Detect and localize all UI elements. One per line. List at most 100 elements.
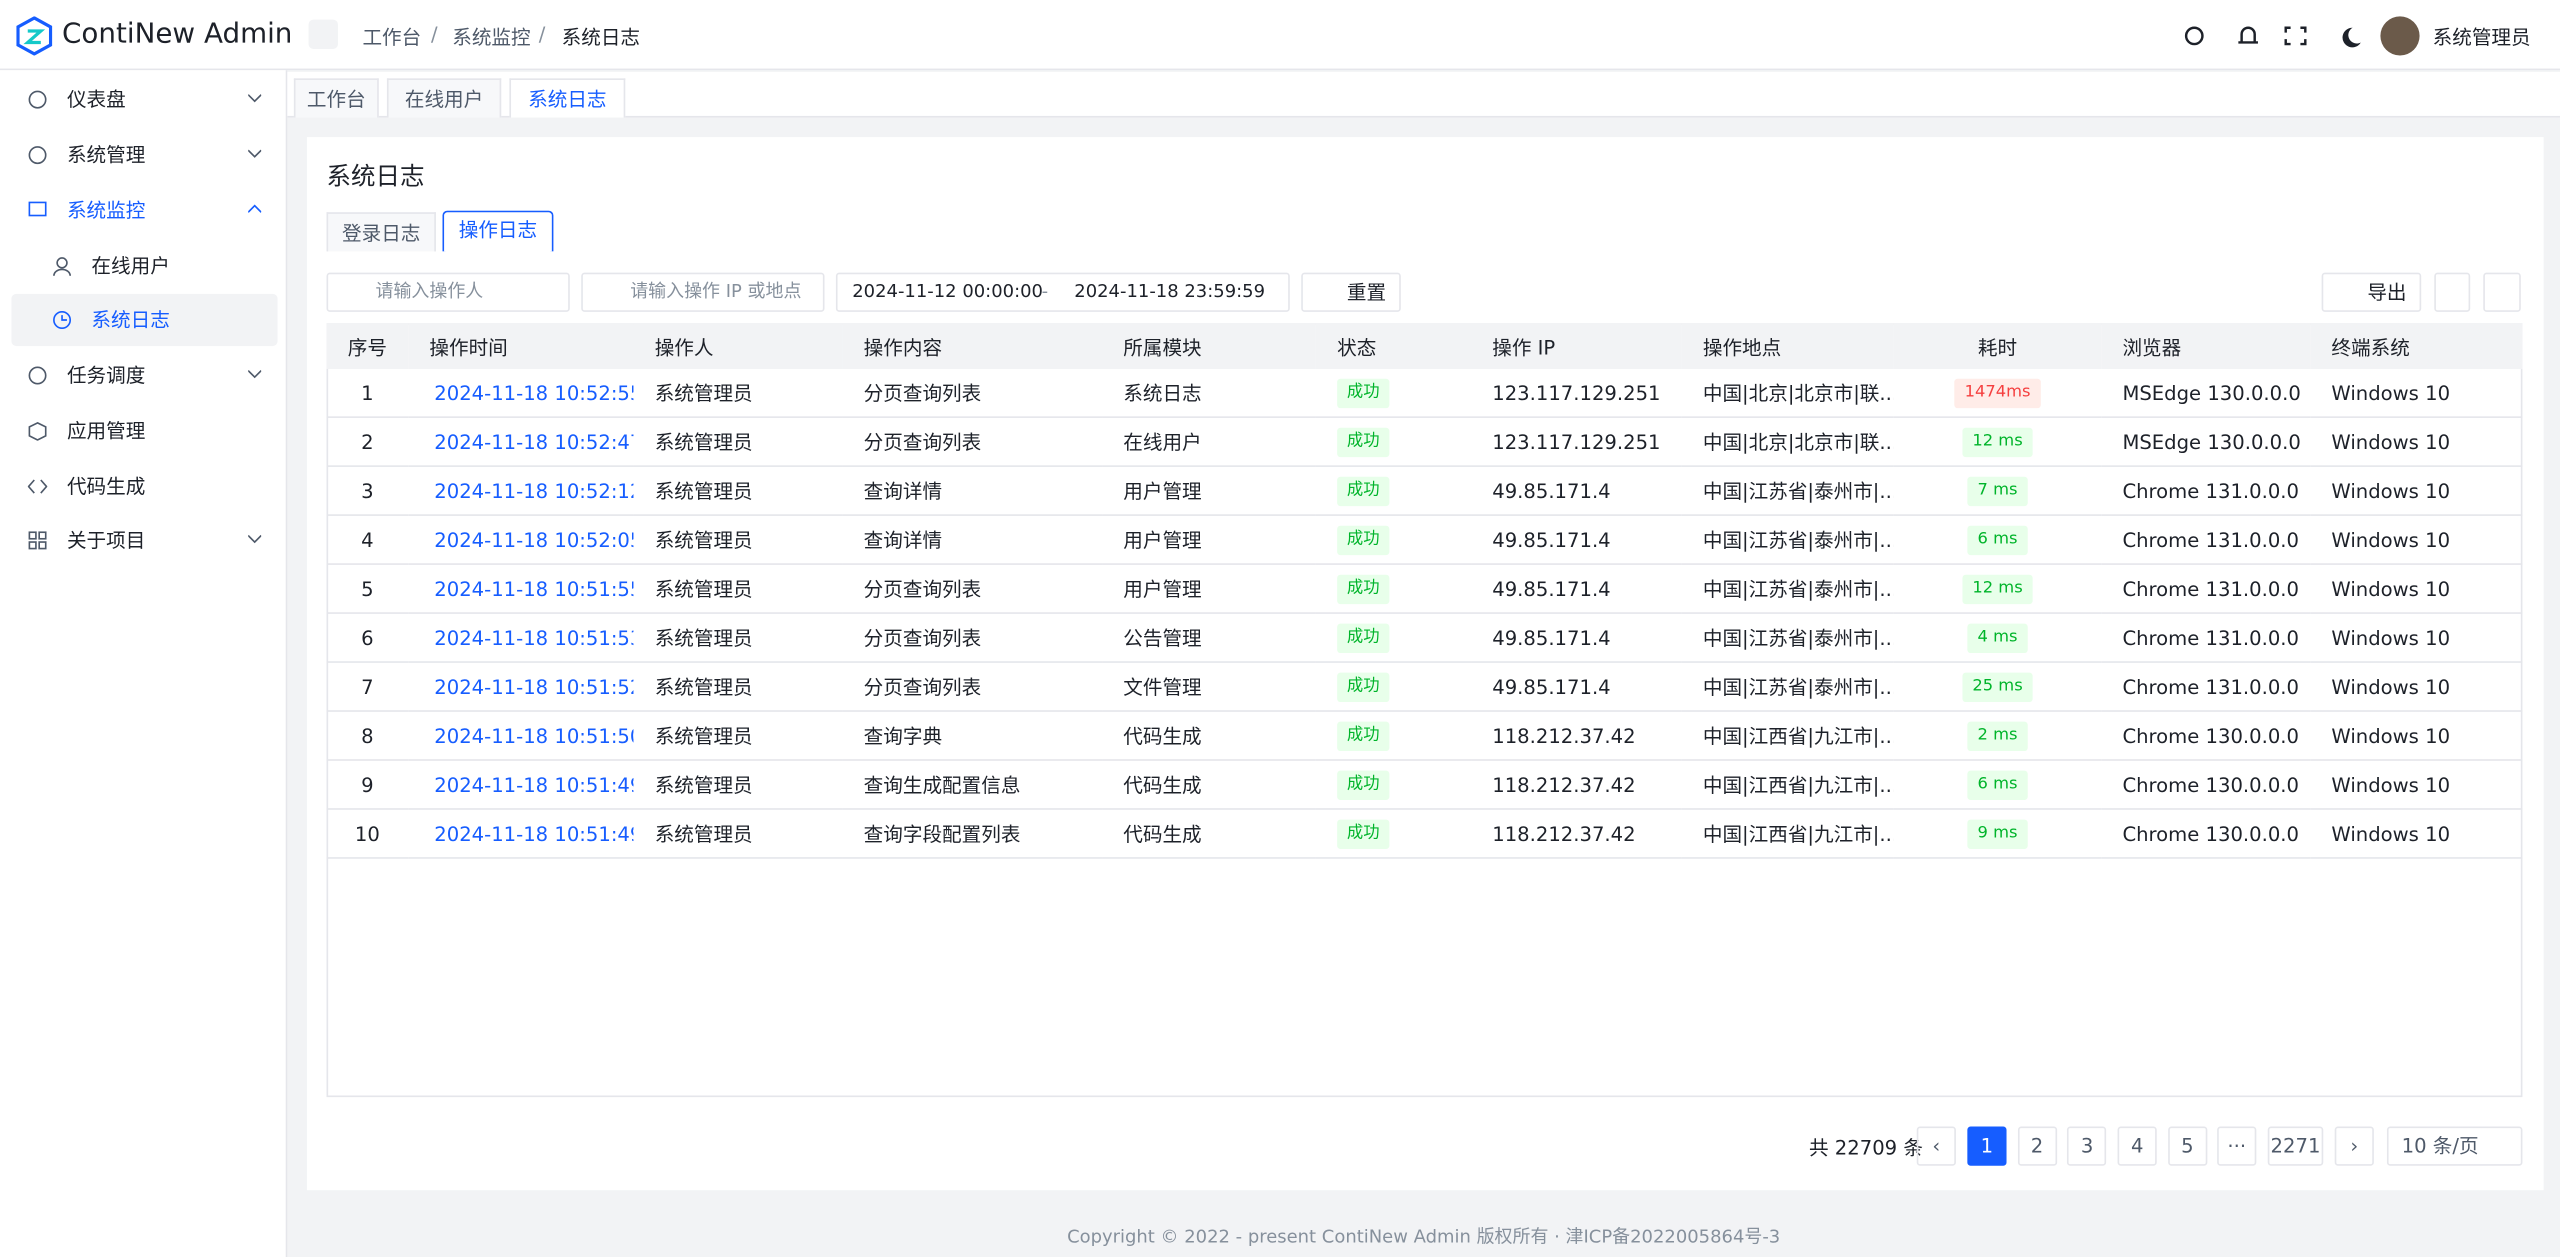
cell-text: 中国|江西省|九江市|... xyxy=(1702,822,1894,846)
status-tag: 成功 xyxy=(1337,818,1390,849)
cell-text: 查询生成配置信息 xyxy=(863,773,1021,797)
time-link[interactable]: 2024-11-18 10:51:49 xyxy=(434,773,634,796)
menu-item[interactable]: 在线用户 xyxy=(11,240,277,292)
menu-item[interactable]: 任务调度 xyxy=(11,349,277,401)
tab[interactable]: 系统日志 xyxy=(509,78,626,118)
time-link[interactable]: 2024-11-18 10:51:53 xyxy=(434,626,634,649)
time-link[interactable]: 2024-11-18 10:52:05 xyxy=(434,528,634,552)
table-cell: Windows 10 xyxy=(2310,368,2523,418)
cell-text: 8 xyxy=(361,724,374,747)
menu-item[interactable]: 系统日志 xyxy=(11,293,278,347)
menu-item[interactable]: 代码生成 xyxy=(11,460,277,512)
tab[interactable]: 工作台 xyxy=(293,78,379,118)
time-link[interactable]: 2024-11-18 10:51:50 xyxy=(434,724,634,747)
column-header: 操作地点 xyxy=(1681,323,1894,369)
table-cell: 中国|江西省|九江市|... xyxy=(1681,808,1894,859)
time-link[interactable]: 2024-11-18 10:51:52 xyxy=(434,675,634,698)
cell-text: Chrome 130.0.0.0 xyxy=(2122,822,2300,845)
page-button[interactable]: 3 xyxy=(2067,1126,2107,1166)
user-name[interactable]: 系统管理员 xyxy=(2432,26,2531,49)
table-cell: 文件管理 xyxy=(1102,662,1316,712)
table-cell: 分页查询列表 xyxy=(842,564,1103,614)
page-button[interactable]: 2271 xyxy=(2267,1126,2324,1166)
status-tag: 成功 xyxy=(1337,573,1390,604)
logo-icon xyxy=(16,16,53,56)
table-cell: 成功 xyxy=(1315,613,1472,663)
table-cell: 49.85.171.4 xyxy=(1471,613,1682,663)
table-cell: 2024-11-18 10:51:55 xyxy=(408,564,634,614)
menu-item[interactable]: 系统监控 xyxy=(11,184,277,236)
time-link[interactable]: 2024-11-18 10:52:47 xyxy=(434,430,634,454)
table-cell: 49.85.171.4 xyxy=(1471,564,1682,614)
subtab[interactable]: 操作日志 xyxy=(442,210,554,252)
column-header: 操作 IP xyxy=(1471,323,1682,369)
time-link[interactable]: 2024-11-18 10:52:12 xyxy=(434,479,634,503)
cell-text: 49.85.171.4 xyxy=(1492,626,1611,649)
menu-item[interactable]: 仪表盘 xyxy=(11,73,277,125)
fullscreen-button[interactable] xyxy=(2483,272,2521,312)
collapse-button[interactable] xyxy=(308,19,338,49)
avatar[interactable] xyxy=(2380,16,2420,56)
table-cell: 6 xyxy=(326,613,409,663)
cell-text: 7 xyxy=(361,675,374,698)
table-cell: 中国|北京|北京市|联... xyxy=(1681,417,1894,467)
search-input[interactable]: 请输入操作 IP 或地点 xyxy=(581,272,825,312)
cell-text: 118.212.37.42 xyxy=(1492,724,1636,747)
menu-item[interactable]: 应用管理 xyxy=(11,405,277,457)
table-cell: 系统管理员 xyxy=(633,662,843,712)
search-input[interactable]: 请输入操作人 xyxy=(326,272,570,312)
reset-button[interactable]: 重置 xyxy=(1301,272,1401,312)
menu-label: 系统管理 xyxy=(66,143,146,167)
table-cell: 中国|江苏省|泰州市|... xyxy=(1681,564,1894,614)
table-cell: 5 xyxy=(326,564,409,614)
table-row: 10 2024-11-18 10:51:49 系统管理员 查询字段配置列表 代码生成 成功… xyxy=(326,808,2523,859)
table-cell: 118.212.37.42 xyxy=(1471,711,1682,761)
cell-text: 用户管理 xyxy=(1123,479,1202,503)
date-start: 2024-11-12 00:00:00 xyxy=(852,280,1043,303)
total-count: 共 22709 条 xyxy=(1808,1136,1923,1160)
page-button[interactable]: 1 xyxy=(1967,1126,2007,1166)
cell-text: Windows 10 xyxy=(2331,822,2451,845)
table-cell: Chrome 131.0.0.0 xyxy=(2101,466,2311,516)
table-cell: Chrome 130.0.0.0 xyxy=(2101,711,2311,761)
page-button[interactable]: 2 xyxy=(2017,1126,2057,1166)
menu-item[interactable]: 关于项目 xyxy=(11,514,277,566)
page-ellipsis[interactable]: ··· xyxy=(2217,1126,2257,1166)
table-cell: 1474ms xyxy=(1893,368,2102,418)
page-size-select[interactable]: 10 条/页 xyxy=(2386,1126,2523,1166)
next-page[interactable]: › xyxy=(2334,1126,2374,1166)
time-link[interactable]: 2024-11-18 10:51:49 xyxy=(434,822,634,845)
page-button[interactable]: 5 xyxy=(2167,1126,2208,1166)
duration-tag: 6 ms xyxy=(1967,769,2028,800)
table-cell: Chrome 130.0.0.0 xyxy=(2101,759,2311,810)
table-cell: 123.117.129.251 xyxy=(1471,368,1682,418)
menu-icon xyxy=(28,421,47,441)
prev-page[interactable]: ‹ xyxy=(1916,1126,1956,1166)
breadcrumb-item[interactable]: 系统监控 xyxy=(452,26,531,49)
table-cell: 在线用户 xyxy=(1102,417,1316,467)
menu-label: 关于项目 xyxy=(66,528,146,552)
time-link[interactable]: 2024-11-18 10:51:55 xyxy=(434,577,634,600)
menu-item[interactable]: 系统管理 xyxy=(11,129,277,181)
page-button[interactable]: 4 xyxy=(2117,1126,2157,1166)
cell-text: 系统管理员 xyxy=(654,431,753,454)
subtab[interactable]: 登录日志 xyxy=(326,212,436,252)
cell-text: 分页查询列表 xyxy=(863,626,982,650)
cell-text: 49.85.171.4 xyxy=(1492,675,1611,698)
cell-text: Windows 10 xyxy=(2331,381,2451,405)
duration-tag: 4 ms xyxy=(1967,622,2028,653)
toolbar-icons[interactable] xyxy=(2183,23,2379,49)
cell-text: 代码生成 xyxy=(1123,724,1202,748)
tab[interactable]: 在线用户 xyxy=(386,78,502,118)
date-range[interactable]: 2024-11-12 00:00:00- 2024-11-18 23:59:59 xyxy=(835,272,1290,312)
time-link[interactable]: 2024-11-18 10:52:55 xyxy=(434,381,634,405)
cell-text: 中国|江苏省|泰州市|... xyxy=(1702,626,1894,650)
cell-text: 代码生成 xyxy=(1123,822,1202,846)
duration-tag: 25 ms xyxy=(1962,671,2033,702)
table-cell: Windows 10 xyxy=(2310,759,2523,810)
breadcrumb-item[interactable]: 工作台 xyxy=(362,26,422,49)
refresh-button[interactable] xyxy=(2434,272,2471,312)
table-header: 序号 操作时间 操作人 操作内容 所属模块 状态 操作 IP 操作地点 耗时 浏览器 终端系统 xyxy=(326,323,2523,369)
export-button[interactable]: 导出 xyxy=(2321,272,2422,312)
